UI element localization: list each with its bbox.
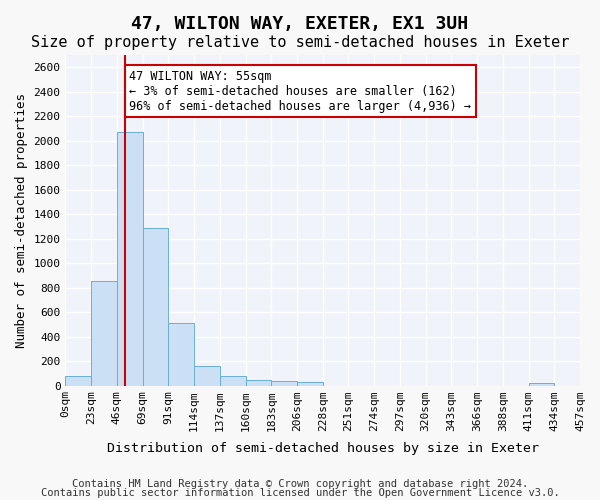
Bar xyxy=(169,323,194,386)
Bar xyxy=(245,380,271,386)
Bar xyxy=(271,381,297,386)
Text: 47, WILTON WAY, EXETER, EX1 3UH: 47, WILTON WAY, EXETER, EX1 3UH xyxy=(131,15,469,33)
Y-axis label: Number of semi-detached properties: Number of semi-detached properties xyxy=(15,93,28,348)
Bar xyxy=(220,376,245,386)
Bar xyxy=(91,281,117,386)
X-axis label: Distribution of semi-detached houses by size in Exeter: Distribution of semi-detached houses by … xyxy=(107,442,539,455)
Bar xyxy=(65,376,91,386)
Bar xyxy=(194,366,220,386)
Text: Contains HM Land Registry data © Crown copyright and database right 2024.: Contains HM Land Registry data © Crown c… xyxy=(72,479,528,489)
Bar xyxy=(117,132,143,386)
Bar xyxy=(297,382,323,386)
Bar xyxy=(529,383,554,386)
Text: Contains public sector information licensed under the Open Government Licence v3: Contains public sector information licen… xyxy=(41,488,559,498)
Bar xyxy=(143,228,169,386)
Text: Size of property relative to semi-detached houses in Exeter: Size of property relative to semi-detach… xyxy=(31,35,569,50)
Text: 47 WILTON WAY: 55sqm
← 3% of semi-detached houses are smaller (162)
96% of semi-: 47 WILTON WAY: 55sqm ← 3% of semi-detach… xyxy=(129,70,471,112)
